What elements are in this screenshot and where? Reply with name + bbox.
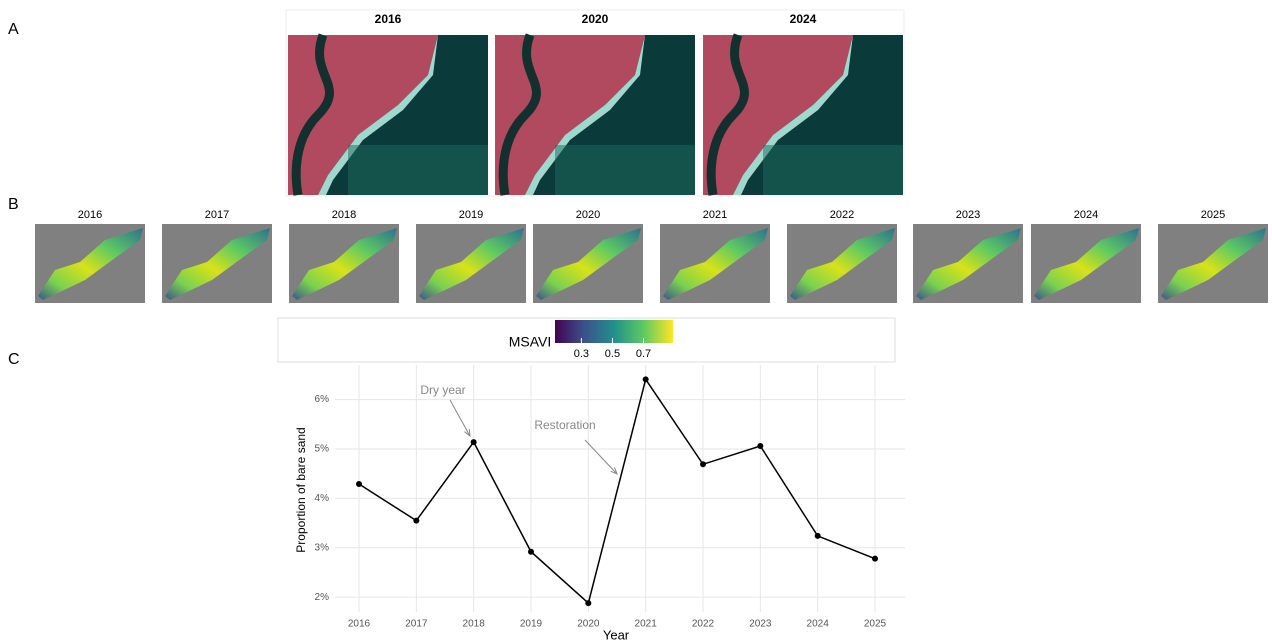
msavi-map xyxy=(292,228,397,300)
map-title: 2025 xyxy=(1201,209,1225,221)
colorbar-tick-label: 0.5 xyxy=(605,348,620,360)
x-tick-label: 2020 xyxy=(577,619,600,630)
msavi-map xyxy=(790,228,895,300)
line xyxy=(358,377,876,605)
msavi-map xyxy=(419,228,524,300)
msavi-map xyxy=(38,228,143,300)
colorbar-tick-label: 0.3 xyxy=(574,348,589,360)
y-tick-label: 4% xyxy=(315,493,330,504)
x-tick-label: 2018 xyxy=(463,619,486,630)
x-axis-label: Year xyxy=(603,627,630,642)
point xyxy=(356,481,362,488)
point xyxy=(470,439,477,446)
map-title: 2024 xyxy=(1074,209,1098,221)
satellite-image xyxy=(288,35,488,195)
image-title: 2020 xyxy=(582,12,609,26)
x-tick-label: 2019 xyxy=(520,619,543,630)
arrow-head xyxy=(464,428,471,438)
y-tick-label: 5% xyxy=(315,444,330,455)
colorbar-title: MSAVI xyxy=(509,334,552,350)
annotation: Dry year xyxy=(420,383,465,397)
map-title: 2022 xyxy=(830,209,854,221)
panel-label: B xyxy=(8,196,19,213)
msavi-map xyxy=(1034,228,1139,300)
x-tick-label: 2022 xyxy=(692,619,715,630)
arrow-head xyxy=(610,467,618,475)
point xyxy=(528,548,534,555)
satellite-image xyxy=(495,35,695,195)
y-axis-label: Proportion of bare sand xyxy=(294,427,308,552)
map-title: 2021 xyxy=(703,209,727,221)
x-tick-label: 2017 xyxy=(405,619,428,630)
x-tick-label: 2023 xyxy=(749,619,772,630)
y-tick-label: 3% xyxy=(315,542,330,553)
x-tick-label: 2025 xyxy=(864,619,887,630)
msavi-map xyxy=(1161,228,1266,300)
point xyxy=(700,461,706,468)
plot-area xyxy=(335,365,905,612)
x-tick-label: 2016 xyxy=(348,619,371,630)
colorbar xyxy=(555,320,673,343)
map-title: 2019 xyxy=(459,209,483,221)
annotation-arrow xyxy=(449,399,471,437)
msavi-map xyxy=(916,228,1021,300)
y-tick-label: 6% xyxy=(315,394,330,405)
map-title: 2017 xyxy=(205,209,229,221)
msavi-map xyxy=(165,228,270,300)
image-title: 2024 xyxy=(790,12,817,26)
y-tick-label: 2% xyxy=(315,592,330,603)
annotation-arrow xyxy=(584,439,618,475)
point xyxy=(757,443,764,450)
point xyxy=(872,555,878,562)
colorbar-tick-label: 0.7 xyxy=(636,348,651,360)
point xyxy=(642,376,649,383)
panel-label: A xyxy=(8,21,19,38)
point xyxy=(413,517,420,524)
map-title: 2023 xyxy=(956,209,980,221)
x-tick-label: 2024 xyxy=(807,619,830,630)
map-title: 2020 xyxy=(576,209,600,221)
point xyxy=(585,600,592,607)
satellite-image xyxy=(703,35,903,195)
msavi-map xyxy=(663,228,768,300)
point xyxy=(814,532,821,539)
msavi-map xyxy=(536,228,641,300)
map-title: 2016 xyxy=(78,209,102,221)
map-title: 2018 xyxy=(332,209,356,221)
image-title: 2016 xyxy=(375,12,402,26)
panel-label: C xyxy=(8,351,20,368)
annotation: Restoration xyxy=(534,418,595,432)
x-tick-label: 2021 xyxy=(635,619,658,630)
